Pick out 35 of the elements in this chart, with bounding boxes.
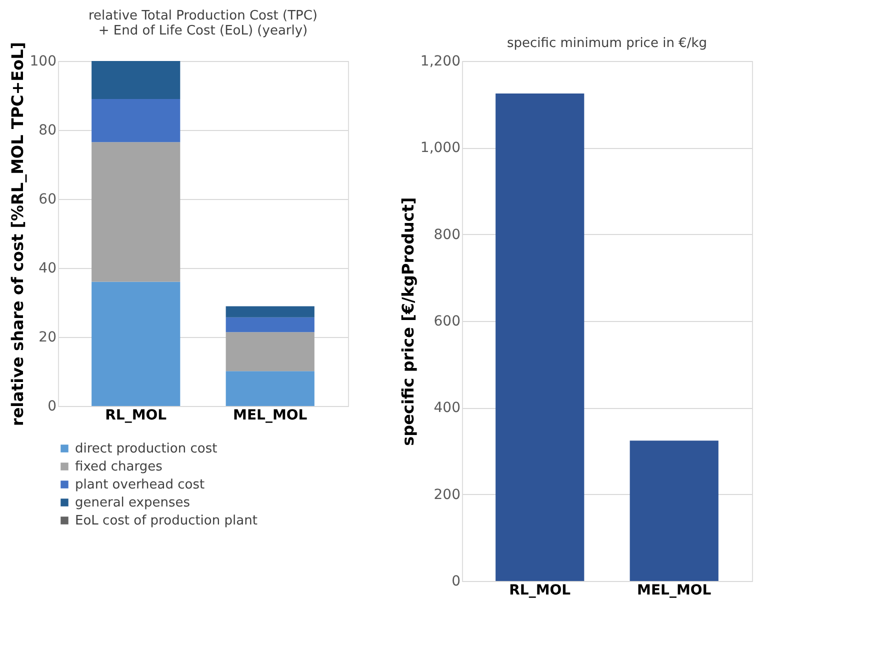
- bar: [92, 61, 180, 99]
- bar: [92, 142, 180, 282]
- bar: [226, 371, 314, 406]
- y-tick-label: 800: [434, 226, 460, 243]
- y-tick-label: 80: [38, 122, 56, 138]
- y-tick-label: 60: [38, 192, 56, 208]
- y-tick-label: 400: [434, 400, 460, 416]
- y-axis-title: relative share of cost [%RL_MOL TPC+EoL]: [8, 42, 27, 426]
- x-tick-label: RL_MOL: [105, 408, 167, 424]
- legend-label: direct production cost: [75, 442, 218, 456]
- text: relative Total Production Cost (TPC): [88, 8, 318, 24]
- x-tick-label: RL_MOL: [509, 582, 571, 598]
- legend-label: plant overhead cost: [75, 478, 205, 492]
- bar: [226, 306, 314, 318]
- y-axis-title: specific price [€/kgProduct]: [398, 197, 418, 446]
- y-tick-label: 200: [434, 486, 460, 503]
- chart-title: specific minimum price in €/kg: [507, 36, 707, 51]
- bar: [226, 317, 314, 332]
- y-tick-label: 1,000: [420, 140, 460, 156]
- y-tick-label: 40: [38, 260, 56, 276]
- y-tick-label: 0: [48, 398, 56, 414]
- bar: [92, 98, 180, 142]
- x-tick-label: MEL_MOL: [637, 582, 712, 598]
- legend-label: EoL cost of production plant: [75, 514, 258, 528]
- y-tick-label: 600: [434, 314, 460, 330]
- legend-label: fixed charges: [75, 460, 163, 474]
- legend-label: general expenses: [75, 496, 190, 510]
- y-tick-label: 0: [452, 574, 460, 590]
- text: + End of Life Cost (EoL) (yearly): [98, 23, 308, 38]
- bar: [226, 332, 314, 372]
- y-tick-label: 1,200: [420, 54, 460, 70]
- bar: [92, 282, 180, 406]
- y-tick-label: 100: [30, 54, 56, 70]
- y-tick-label: 20: [38, 330, 56, 346]
- x-tick-label: MEL_MOL: [233, 408, 308, 424]
